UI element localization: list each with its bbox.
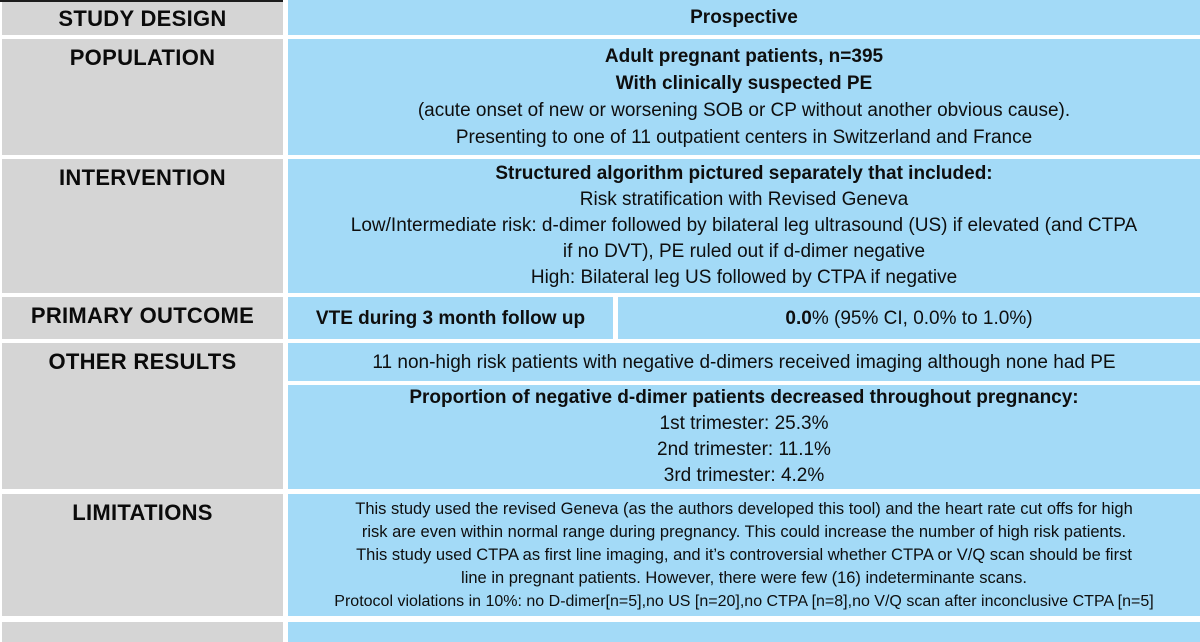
- limitations-line: This study used CTPA as first line imagi…: [356, 545, 1132, 564]
- population-label: POPULATION: [2, 39, 283, 155]
- intervention-label: INTERVENTION: [2, 159, 283, 293]
- intervention-line: High: Bilateral leg US followed by CTPA …: [530, 267, 958, 288]
- proportion-header: Proportion of negative d-dimer patients …: [409, 387, 1079, 408]
- study-design-label: STUDY DESIGN: [2, 0, 283, 35]
- intervention-line: Risk stratification with Revised Geneva: [579, 189, 909, 210]
- top-crop-border: [0, 0, 283, 2]
- primary-outcome-ci: % (95% CI, 0.0% to 1.0%): [811, 307, 1033, 329]
- other-results-finding: 11 non-high risk patients with negative …: [372, 351, 1116, 373]
- other-results-label: OTHER RESULTS: [2, 343, 283, 489]
- row-population: POPULATION Adult pregnant patients, n=39…: [0, 39, 1200, 155]
- primary-outcome-measure: VTE during 3 month follow up: [315, 307, 586, 329]
- row-primary-outcome: PRIMARY OUTCOME VTE during 3 month follo…: [0, 297, 1200, 339]
- limitations-line: This study used the revised Geneva (as t…: [355, 499, 1133, 518]
- partial-next-label-cell: [2, 622, 283, 642]
- limitations-protocol-line: Protocol violations in 10%: no D-dimer[n…: [334, 592, 1154, 610]
- intervention-line: Low/Intermediate risk: d-dimer followed …: [350, 215, 1138, 236]
- trimester-value: 3rd trimester: 4.2%: [663, 465, 825, 486]
- population-line: Adult pregnant patients, n=395: [604, 46, 884, 67]
- primary-outcome-label: PRIMARY OUTCOME: [2, 297, 283, 339]
- row-intervention: INTERVENTION Structured algorithm pictur…: [0, 159, 1200, 293]
- study-design-value: Prospective: [690, 7, 798, 28]
- row-other-results: OTHER RESULTS 11 non-high risk patients …: [0, 343, 1200, 489]
- intervention-line: Structured algorithm pictured separately…: [495, 163, 993, 184]
- trimester-value: 2nd trimester: 11.1%: [657, 439, 831, 460]
- other-results-proportion-cell: Proportion of negative d-dimer patients …: [288, 385, 1200, 489]
- population-line: Presenting to one of 11 outpatient cente…: [455, 127, 1033, 148]
- intervention-line: if no DVT), PE ruled out if d-dimer nega…: [562, 241, 926, 262]
- primary-outcome-measure-cell: VTE during 3 month follow up: [288, 297, 613, 339]
- limitations-content-cell: This study used the revised Geneva (as t…: [288, 494, 1200, 616]
- primary-outcome-value-cell: 0.0% (95% CI, 0.0% to 1.0%): [618, 297, 1200, 339]
- limitations-line: line in pregnant patients. However, ther…: [461, 568, 1027, 587]
- row-study-design: STUDY DESIGN Prospective: [0, 0, 1200, 35]
- intervention-content-cell: Structured algorithm pictured separately…: [288, 159, 1200, 293]
- row-limitations: LIMITATIONS This study used the revised …: [0, 494, 1200, 616]
- other-results-finding-cell: 11 non-high risk patients with negative …: [288, 343, 1200, 381]
- study-design-value-cell: Prospective: [288, 0, 1200, 35]
- partial-next-content-cell: [288, 622, 1200, 642]
- row-partial-next: [0, 622, 1200, 642]
- population-line: With clinically suspected PE: [615, 73, 873, 94]
- limitations-label: LIMITATIONS: [2, 494, 283, 616]
- primary-outcome-value: 0.0: [785, 307, 812, 329]
- population-line: (acute onset of new or worsening SOB or …: [417, 100, 1071, 121]
- population-content-cell: Adult pregnant patients, n=395 With clin…: [288, 39, 1200, 155]
- limitations-line: risk are even within normal range during…: [361, 522, 1127, 541]
- trimester-value: 1st trimester: 25.3%: [659, 413, 829, 434]
